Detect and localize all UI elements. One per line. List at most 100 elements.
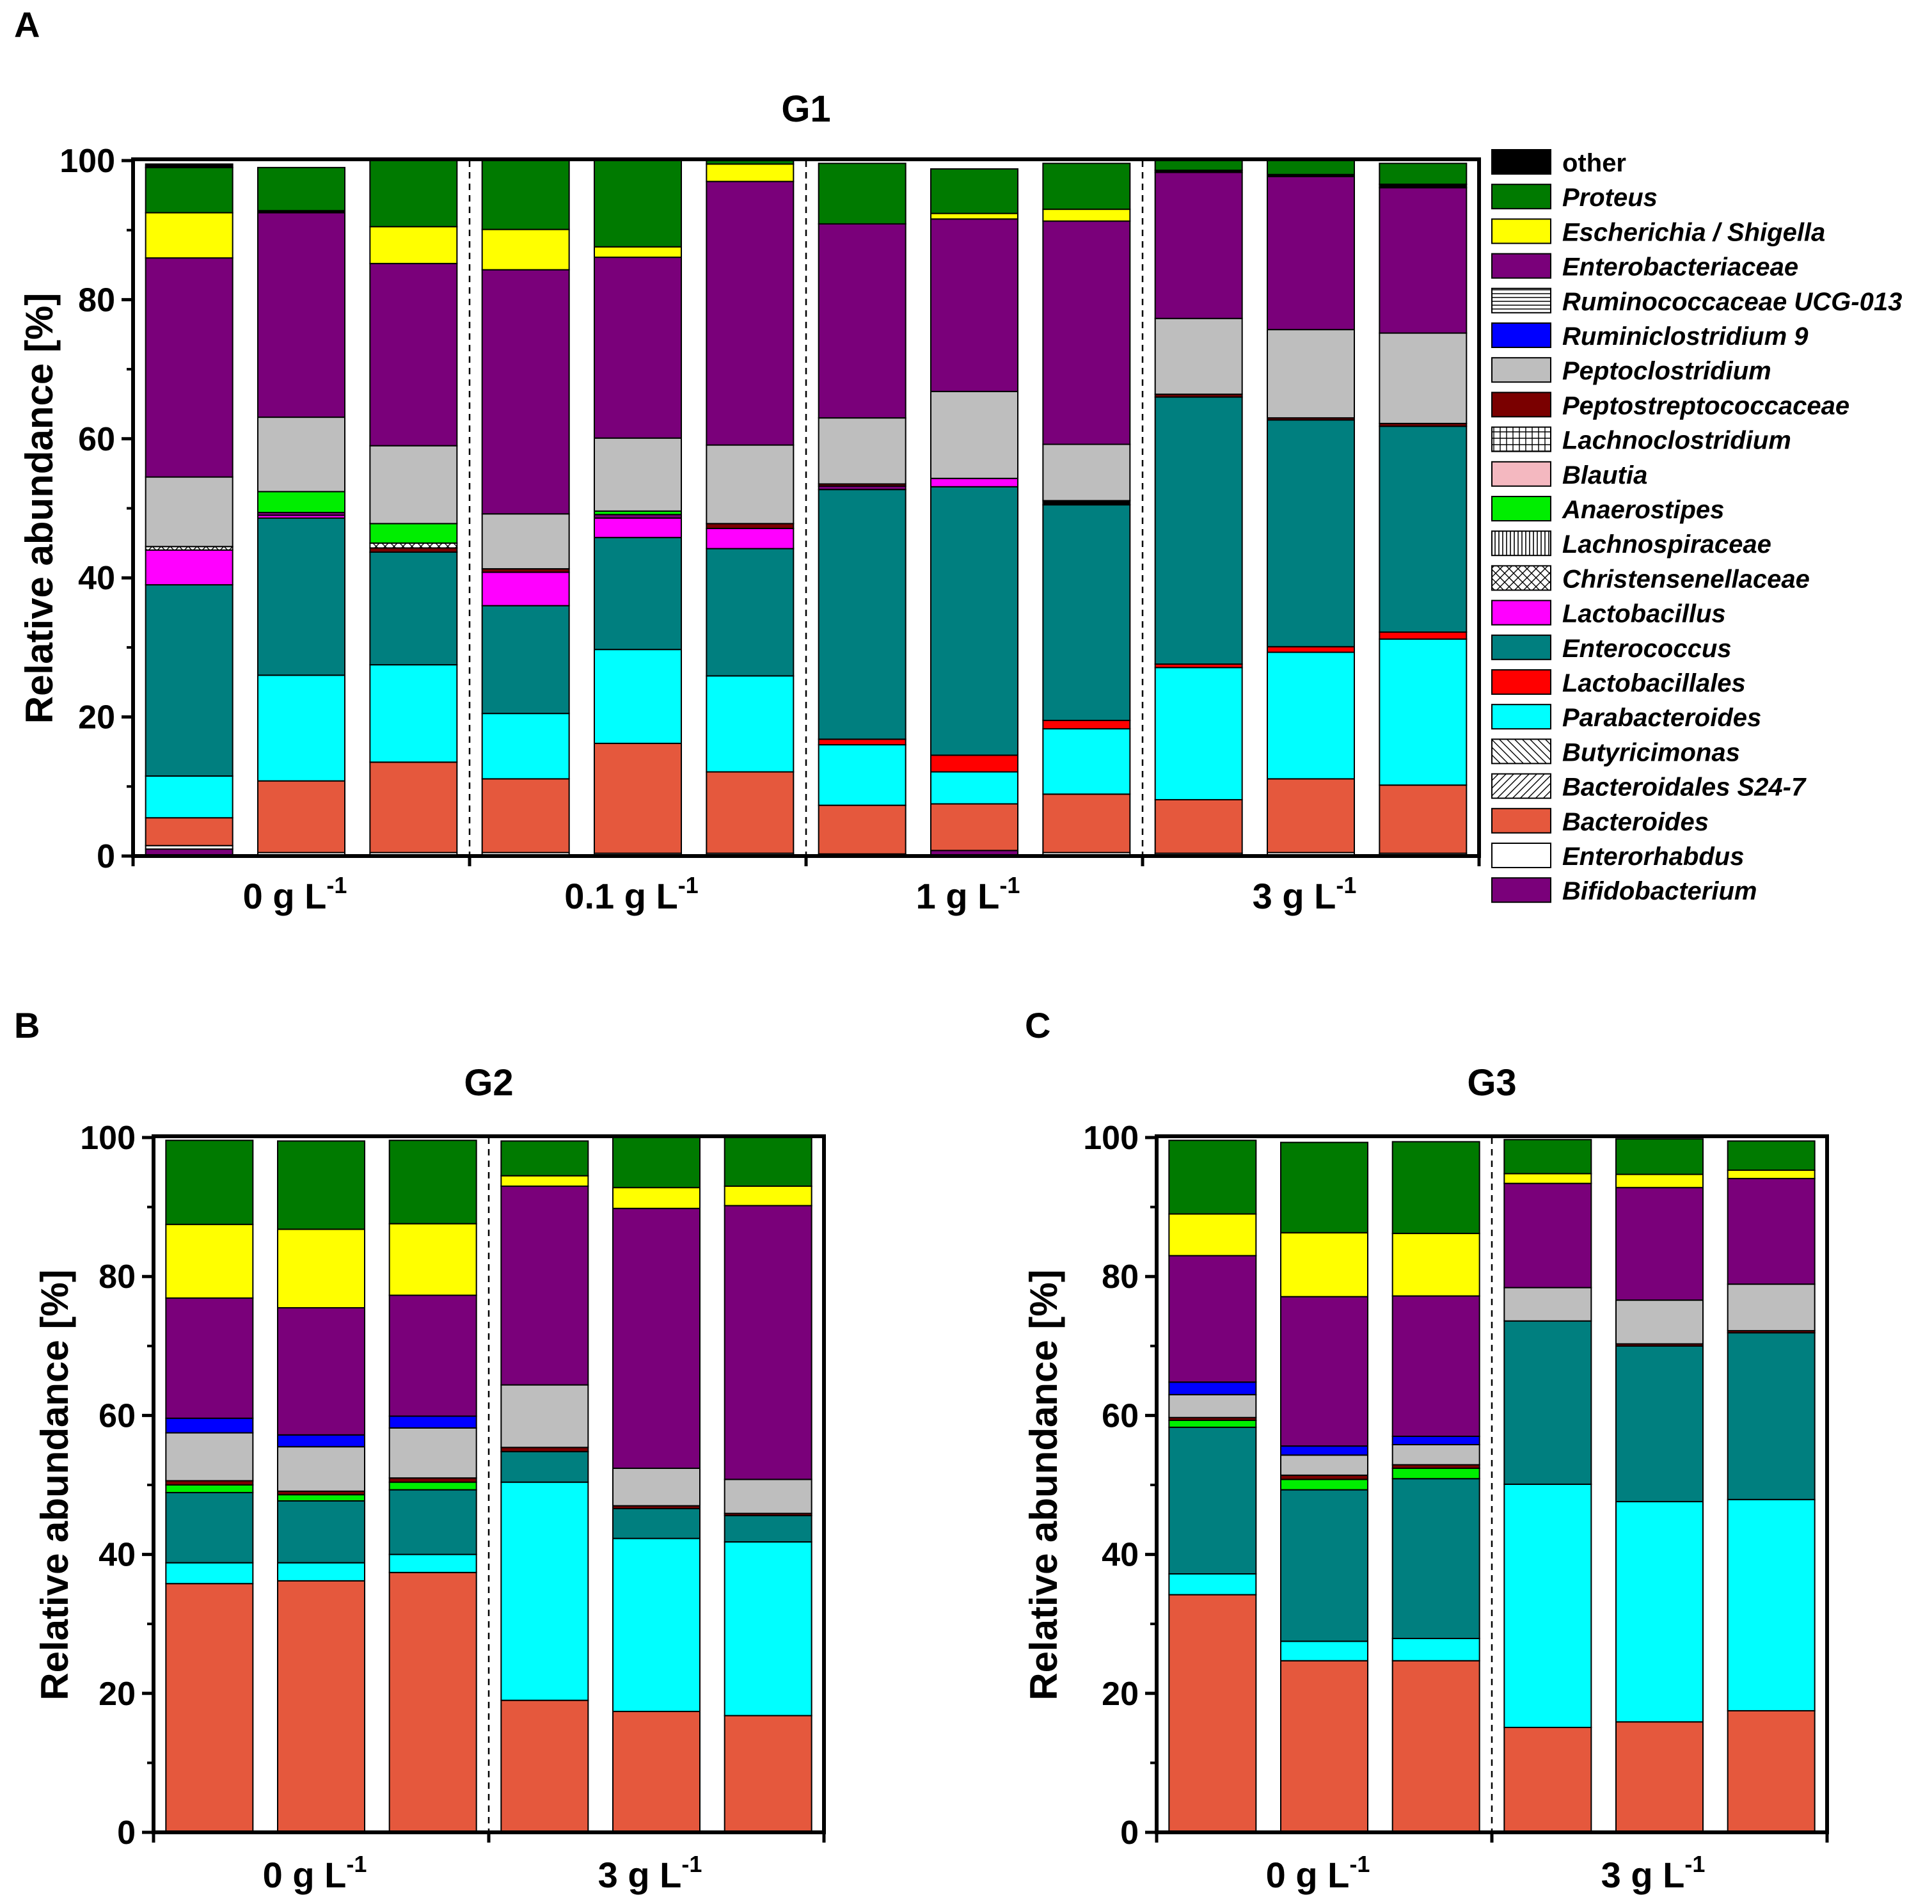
bar-segment-enterobacteriaceae [500, 1186, 589, 1386]
bar-segment-anaerostipes [165, 1484, 254, 1493]
bar-segment-enterobacteriaceae [1280, 1296, 1368, 1447]
group-label: 0 g L-1 [1266, 1851, 1370, 1895]
bar-segment-enterobacteriaceae [1615, 1187, 1704, 1301]
bar-segment-proteus [165, 1139, 254, 1225]
legend-label: Bacteroides [1562, 808, 1709, 836]
bar-segment-escherichia-shigella [612, 1187, 701, 1209]
legend-swatch [1491, 357, 1551, 383]
legend-item: Enterococcus [1491, 634, 1732, 663]
stacked-bar [1168, 1139, 1257, 1833]
bar-segment-enterococcus [724, 1514, 812, 1543]
bar-segment-peptostreptococcaceae [706, 523, 795, 530]
bar-segment-escherichia-shigella [481, 228, 570, 271]
bar-segment-enterobacteriaceae [724, 1205, 812, 1480]
bar-segment-enterococcus [594, 537, 682, 651]
bar-segment-enterococcus [612, 1507, 701, 1539]
bar-segment-escherichia-shigella [369, 226, 458, 264]
y-tick-label: 40 [1102, 1537, 1139, 1574]
bar-segment-proteus [930, 168, 1018, 214]
bar-segment-peptoclostridium [1391, 1444, 1480, 1466]
y-tick-label: 40 [78, 560, 115, 597]
bar-segment-proteus [500, 1140, 589, 1177]
bar-segment-bacteroides [1267, 778, 1355, 853]
bar-segment-peptoclostridium [818, 417, 907, 485]
bar-segment-peptoclostridium [724, 1479, 812, 1514]
bar-segment-escherichia-shigella [1727, 1170, 1816, 1180]
bar-segment-proteus [1154, 160, 1243, 171]
bar-segment-parabacteroides [165, 1562, 254, 1585]
bar-segment-escherichia-shigella [930, 212, 1018, 220]
bar-segment-proteus [818, 163, 907, 225]
bar-segment-ruminiclostridium-9 [1280, 1445, 1368, 1456]
bar-segment-enterococcus [165, 1491, 254, 1564]
legend-item: other [1491, 149, 1626, 177]
bar-segment-lactobacillus [930, 477, 1018, 488]
bar-segment-enterococcus [930, 486, 1018, 756]
bar-segment-enterobacteriaceae [1503, 1182, 1592, 1289]
legend-item: Butyricimonas [1491, 738, 1740, 766]
bar-segment-proteus [1042, 163, 1131, 210]
panel-a: A G1 Relative abundance [%] 0 g L-1 0.1 g L-… [14, 4, 1481, 916]
y-tick-label: 60 [1102, 1397, 1139, 1434]
bar-segment-proteus [388, 1139, 477, 1225]
bar-segment-proteus [1267, 160, 1355, 175]
legend-swatch [1491, 530, 1551, 557]
legend-label: Butyricimonas [1562, 738, 1740, 766]
bar-segment-parabacteroides [369, 664, 458, 763]
stacked-bar [1727, 1140, 1816, 1833]
legend-label: Lactobacillus [1562, 600, 1726, 628]
bar-segment-escherichia-shigella [1168, 1213, 1257, 1257]
bar-segment-bacteroides [165, 1583, 254, 1833]
legend-item: Peptoclostridium [1491, 357, 1771, 385]
bar-segment-enterobacteriaceae [1154, 171, 1243, 319]
bar-segment-parabacteroides [145, 775, 234, 819]
bar-segment-bacteroides [724, 1715, 812, 1833]
bar-segment-escherichia-shigella [1615, 1173, 1704, 1189]
bar-segment-parabacteroides [594, 649, 682, 744]
bar-segment-parabacteroides [1267, 651, 1355, 780]
legend-item: Parabacteroides [1491, 704, 1761, 732]
stacked-bar [145, 163, 234, 857]
y-axis-label: Relative abundance [%] [1022, 1269, 1065, 1701]
bar-segment-bacteroides [1280, 1660, 1368, 1834]
legend-item: Bacteroidales S24-7 [1491, 773, 1807, 802]
bar-segment-escherichia-shigella [1042, 209, 1131, 222]
bar-segment-enterobacteriaceae [369, 262, 458, 447]
bar-segment-proteus [1615, 1138, 1704, 1175]
bar-segment-proteus [724, 1137, 812, 1187]
panel-c: C G3 Relative abundance [%] 0 g L-1 3 g L-1 0… [1022, 1005, 1829, 1895]
bar-segment-proteus [612, 1137, 701, 1189]
bar-segment-enterococcus [257, 517, 345, 676]
bar-segment-enterococcus [500, 1450, 589, 1483]
bar-segment-ruminiclostridium-9 [1168, 1381, 1257, 1395]
bar-segment-proteus [145, 166, 234, 214]
legend-item: Anaerostipes [1491, 496, 1724, 524]
legend-item: Christensenellaceae [1491, 565, 1810, 593]
bar-segment-peptoclostridium [481, 513, 570, 570]
bar-segment-bacteroides [612, 1711, 701, 1833]
y-tick-label: 60 [99, 1397, 136, 1434]
legend-swatch [1491, 322, 1551, 348]
bar-segment-lactobacillales [1379, 631, 1468, 640]
bar-segment-enterococcus [1391, 1478, 1480, 1640]
bar-segment-enterococcus [1168, 1426, 1257, 1575]
bar-segment-escherichia-shigella [706, 163, 795, 182]
bar-segment-enterococcus [388, 1489, 477, 1555]
bar-segment-bacteroides [1154, 798, 1243, 854]
bar-segment-parabacteroides [257, 674, 345, 782]
legend-label: Ruminococcaceae UCG-013 [1562, 288, 1902, 316]
stacked-bar [1280, 1141, 1368, 1834]
group-label: 0 g L-1 [243, 872, 347, 916]
legend-item: Enterorhabdus [1491, 843, 1744, 871]
bar-segment-bacteroides [277, 1580, 365, 1833]
bar-segment-enterococcus [481, 605, 570, 715]
group-label: 0 g L-1 [263, 1851, 367, 1895]
bar-segment-proteus [1503, 1139, 1592, 1175]
panel-letter: C [1025, 1005, 1050, 1045]
legend-swatch [1491, 392, 1551, 418]
stacked-bar [165, 1139, 254, 1833]
legend-label: Proteus [1562, 184, 1658, 212]
bar-segment-proteus [1379, 163, 1468, 185]
legend-swatch [1491, 738, 1551, 765]
legend-item: Proteus [1491, 184, 1658, 212]
